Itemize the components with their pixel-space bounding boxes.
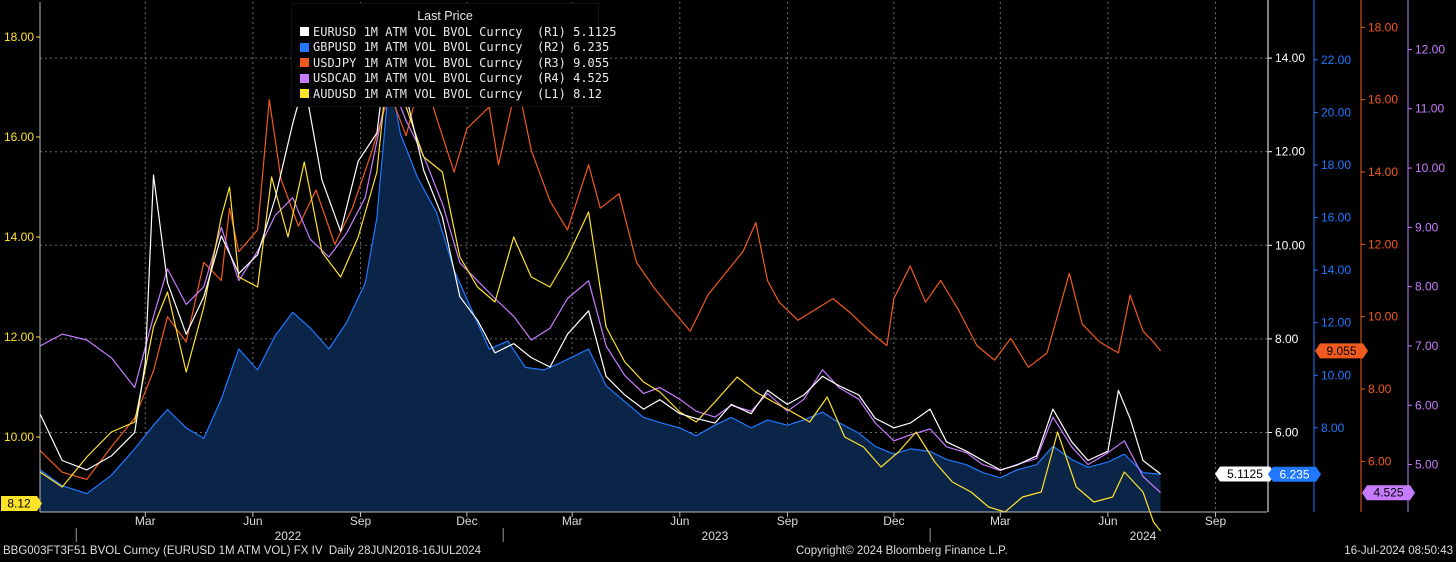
last-value-badge: [1215, 466, 1275, 482]
x-tick-label: Sep: [1205, 514, 1227, 528]
footer-security: BBG003FT3F51 BVOL Curncy (EURUSD 1M ATM …: [3, 545, 482, 557]
axis-tick-label-r2: 18.00: [1321, 158, 1351, 172]
x-tick-label: Sep: [777, 514, 799, 528]
legend-entry-usdjpy: USDJPY 1M ATM VOL BVOL Curncy (R3) 9.055: [292, 55, 609, 71]
axis-tick-label-r4: 9.00: [1415, 220, 1439, 234]
x-tick-label: Sep: [350, 514, 372, 528]
last-value-label-l1: 8.12: [1, 496, 42, 511]
axis-tick-label-r2: 10.00: [1321, 368, 1351, 382]
axis-tick-label-r1: 12.00: [1275, 145, 1305, 159]
axis-tick-label-l1: 12.00: [4, 330, 34, 344]
x-year-label: 2024: [1130, 529, 1157, 543]
chart-legend: Last Price EURUSD 1M ATM VOL BVOL Curncy…: [291, 3, 616, 107]
x-tick-label: Mar: [135, 514, 156, 528]
footer-copyright: Copyright© 2024 Bloomberg Finance L.P.: [796, 545, 1008, 557]
axis-tick-label-r3: 6.00: [1368, 454, 1392, 468]
legend-value: 9.055: [573, 55, 610, 70]
series-area-gbpusd: [40, 73, 1161, 512]
x-tick-label: Jun: [243, 514, 262, 528]
series-line-gbpusd: [39, 72, 1161, 495]
axis-tick-label-r4: 6.00: [1415, 398, 1439, 412]
last-value-text: 8.12: [7, 497, 31, 511]
axis-tick-label-r2: 12.00: [1321, 316, 1351, 330]
legend-swatch: [300, 42, 309, 52]
axis-tick-label-r3: 12.00: [1368, 237, 1398, 251]
axis-tick-label-r2: 20.00: [1321, 105, 1351, 119]
last-value-text: 5.1125: [1227, 467, 1263, 481]
series-line-audusd: [39, 46, 1162, 532]
legend-value: 8.12: [573, 86, 603, 101]
x-tick-label: Mar: [990, 514, 1011, 528]
footer-timestamp: 16-Jul-2024 08:50:43: [1344, 545, 1453, 557]
x-year-label: 2023: [702, 529, 729, 543]
last-value-label-r3: 9.055: [1315, 343, 1368, 359]
axis-tick-label-r4: 12.00: [1415, 42, 1445, 56]
axis-tick-label-r1: 8.00: [1275, 332, 1299, 346]
axis-tick-label-r3: 10.00: [1368, 310, 1398, 324]
axis-tick-label-r2: 8.00: [1321, 421, 1345, 435]
legend-label: AUDUSD 1M ATM VOL BVOL Curncy (L1): [313, 86, 566, 101]
last-value-badge: [1268, 466, 1321, 482]
series-line-usdjpy: [39, 70, 1162, 480]
axis-tick-label-r3: 14.00: [1368, 165, 1398, 179]
axis-tick-label-r3: 8.00: [1368, 382, 1392, 396]
legend-entry-audusd: AUDUSD 1M ATM VOL BVOL Curncy (L1) 8.12: [292, 86, 602, 102]
x-year-label: 2022: [275, 529, 302, 543]
axis-tick-label-l1: 18.00: [4, 30, 34, 44]
legend-value: 6.235: [573, 40, 610, 55]
last-value-badge: [1362, 485, 1415, 501]
x-tick-label: Dec: [883, 514, 904, 528]
axis-tick-label-r3: 18.00: [1368, 20, 1398, 34]
axis-tick-label-r2: 22.00: [1321, 53, 1351, 67]
x-tick-label: Dec: [456, 514, 477, 528]
axis-tick-label-l1: 10.00: [4, 430, 34, 444]
last-value-text: 6.235: [1279, 467, 1309, 481]
legend-label: EURUSD 1M ATM VOL BVOL Curncy (R1): [313, 24, 566, 39]
axis-tick-label-r3: 16.00: [1368, 93, 1398, 107]
legend-entry-gbpusd: GBPUSD 1M ATM VOL BVOL Curncy (R2) 6.235: [292, 40, 609, 56]
axis-tick-label-r2: 14.00: [1321, 263, 1351, 277]
axis-tick-label-l1: 16.00: [4, 130, 34, 144]
axis-tick-label-r4: 5.00: [1415, 458, 1439, 472]
legend-value: 4.525: [573, 71, 610, 86]
axis-tick-label-r4: 11.00: [1415, 102, 1444, 116]
legend-swatch: [300, 73, 309, 83]
axis-tick-label-r1: 10.00: [1275, 238, 1305, 252]
axis-tick-label-r1: 6.00: [1275, 425, 1299, 439]
legend-swatch: [300, 58, 309, 68]
axis-tick-label-l1: 14.00: [4, 230, 34, 244]
last-value-badge: [1315, 343, 1368, 359]
legend-entry-usdcad: USDCAD 1M ATM VOL BVOL Curncy (R4) 4.525: [292, 71, 609, 87]
axis-tick-label-r4: 10.00: [1415, 161, 1445, 175]
x-tick-label: Jun: [1098, 514, 1117, 528]
legend-title: Last Price: [417, 9, 473, 23]
legend-swatch: [300, 89, 309, 99]
legend-entry-eurusd: EURUSD 1M ATM VOL BVOL Curncy (R1) 5.112…: [292, 24, 616, 40]
series-line-eurusd: [39, 29, 1161, 475]
legend-label: USDJPY 1M ATM VOL BVOL Curncy (R3): [313, 55, 566, 70]
last-value-label-r2: 6.235: [1268, 466, 1321, 482]
last-value-badge: [1, 496, 42, 511]
legend-value: 5.1125: [573, 24, 617, 39]
legend-label: GBPUSD 1M ATM VOL BVOL Curncy (R2): [313, 40, 566, 55]
last-value-text: 9.055: [1326, 344, 1356, 358]
x-tick-label: Jun: [670, 514, 689, 528]
x-tick-label: Mar: [562, 514, 583, 528]
axis-tick-label-r2: 16.00: [1321, 211, 1351, 225]
axis-tick-label-r1: 14.00: [1275, 51, 1305, 65]
legend-swatch: [300, 27, 309, 37]
series-line-usdcad: [39, 78, 1162, 494]
last-value-label-r4: 4.525: [1362, 485, 1415, 501]
last-value-text: 4.525: [1373, 486, 1403, 500]
legend-label: USDCAD 1M ATM VOL BVOL Curncy (R4): [313, 71, 566, 86]
last-value-label-r1: 5.1125: [1215, 466, 1275, 482]
axis-tick-label-r4: 7.00: [1415, 339, 1439, 353]
axis-tick-label-r4: 8.00: [1415, 280, 1439, 294]
